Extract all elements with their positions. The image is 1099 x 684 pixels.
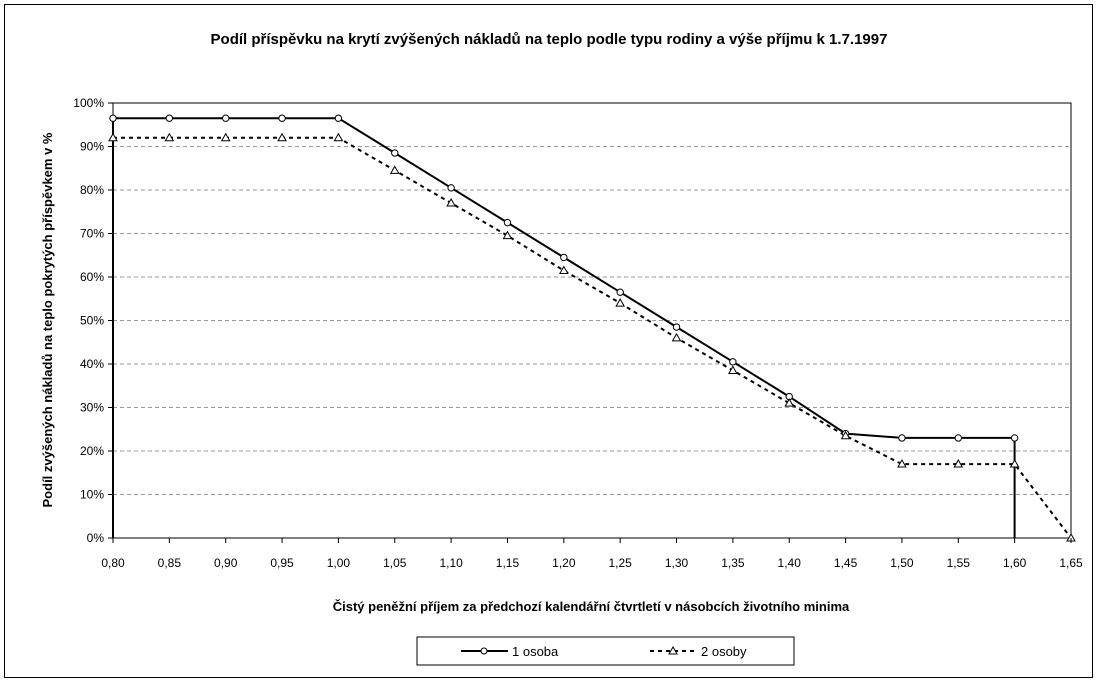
x-axis-ticks: 0,80 0,85 0,90 0,95 1,00 1,05 1,10 1,15 1,20 1,25…: [101, 538, 1083, 570]
y-axis-ticks: 0% 10% 20% 30% 40% 50% 60% 70% 80% 90% 100%: [73, 96, 113, 545]
data-point-1-osoba: [165, 114, 174, 122]
data-point-2-osoby: [389, 165, 400, 174]
plot-area: [108, 102, 1076, 542]
data-point-2-osoby: [728, 365, 738, 375]
data-point-1-osoba: [672, 323, 681, 331]
x-tick-label: 1,50: [890, 556, 914, 570]
y-tick-label: 90%: [80, 140, 104, 154]
data-point-1-osoba: [503, 218, 512, 227]
x-tick-label: 1,35: [721, 556, 745, 570]
x-tick-label: 1,00: [327, 556, 351, 570]
data-point-1-osoba: [898, 434, 906, 442]
x-axis-label: Čistý peněžní příjem za předchozí kalend…: [333, 599, 850, 614]
data-point-2-osoby: [784, 398, 795, 407]
chart-title: Podíl příspěvku na krytí zvýšených nákla…: [211, 31, 888, 48]
data-point-2-osoby: [220, 132, 231, 142]
y-tick-label: 70%: [80, 227, 104, 241]
data-point-1-osoba: [222, 114, 230, 122]
data-point-2-osoby: [277, 132, 287, 142]
data-point-1-osoba: [616, 288, 624, 296]
data-point-1-osoba: [729, 358, 737, 366]
gridlines: [113, 146, 1071, 495]
data-point-1-osoba: [1010, 434, 1019, 442]
x-tick-label: 0,85: [158, 556, 182, 570]
data-point-2-osoby: [333, 132, 344, 142]
data-point-2-osoby: [1009, 459, 1020, 468]
data-point-1-osoba: [954, 434, 962, 442]
data-point-2-osoby: [671, 332, 682, 342]
y-tick-label: 30%: [80, 401, 104, 415]
x-tick-label: 0,80: [101, 556, 125, 570]
data-point-1-osoba: [334, 114, 343, 122]
series-line-2-osoby: [113, 136, 1072, 539]
data-point-1-osoba: [447, 184, 455, 192]
x-tick-label: 1,45: [834, 556, 858, 570]
legend: 1 osoba 2 osoby: [416, 636, 795, 666]
legend-marker-1-osoba: [480, 647, 488, 655]
legend-marker-2-osoby: [668, 645, 678, 655]
chart-frame: [4, 4, 1093, 678]
data-point-2-osoby: [446, 198, 456, 207]
legend-label-1-osoba: 1 osoba: [512, 644, 559, 659]
x-tick-label: 1,40: [778, 556, 802, 570]
series-lines: [112, 117, 1072, 539]
y-tick-label: 50%: [80, 314, 104, 328]
series-markers: [108, 114, 1076, 542]
x-tick-label: 1,30: [665, 556, 689, 570]
data-point-2-osoby: [615, 298, 626, 307]
x-tick-label: 1,25: [608, 556, 632, 570]
x-tick-label: 1,55: [947, 556, 971, 570]
x-tick-label: 0,90: [214, 556, 238, 570]
y-tick-label: 20%: [80, 444, 104, 458]
x-tick-label: 1,20: [552, 556, 576, 570]
x-tick-label: 0,95: [270, 556, 294, 570]
data-point-2-osoby: [953, 459, 964, 468]
y-tick-label: 80%: [80, 183, 104, 197]
x-tick-label: 1,10: [439, 556, 463, 570]
y-tick-label: 60%: [80, 270, 104, 284]
data-point-1-osoba: [109, 114, 117, 122]
y-tick-label: 40%: [80, 357, 104, 371]
data-point-2-osoby: [558, 265, 569, 274]
series-line-1-osoba: [112, 117, 1016, 538]
x-tick-label: 1,05: [383, 556, 407, 570]
data-point-2-osoby: [108, 132, 118, 142]
data-point-2-osoby: [897, 459, 907, 468]
y-tick-label: 10%: [80, 488, 104, 502]
data-point-2-osoby: [164, 132, 175, 142]
legend-label-2-osoby: 2 osoby: [701, 644, 747, 659]
data-point-1-osoba: [278, 114, 286, 122]
y-tick-label: 0%: [87, 531, 105, 545]
data-point-2-osoby: [502, 230, 513, 240]
data-point-1-osoba: [560, 253, 568, 262]
y-axis-label: Podíl zvýšených nákladů na teplo pokrytý…: [40, 132, 55, 507]
x-tick-label: 1,60: [1003, 556, 1027, 570]
data-point-2-osoby: [840, 430, 851, 440]
x-tick-label: 1,65: [1059, 556, 1083, 570]
x-tick-label: 1,15: [496, 556, 520, 570]
y-tick-label: 100%: [73, 96, 104, 110]
data-point-1-osoba: [391, 149, 399, 157]
